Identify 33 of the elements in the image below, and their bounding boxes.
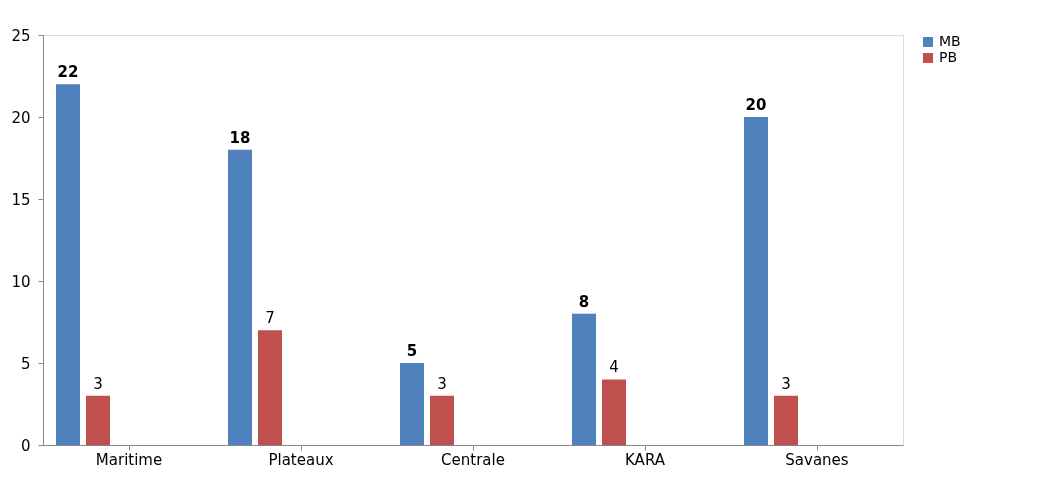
data-label: 7 xyxy=(265,309,275,328)
bar xyxy=(744,117,768,445)
bar xyxy=(774,395,798,445)
bar xyxy=(86,395,110,445)
data-label: 8 xyxy=(578,292,590,311)
bar xyxy=(602,379,626,445)
y-tick-label: 10 xyxy=(11,272,31,291)
y-tick-label: 15 xyxy=(11,190,31,209)
data-label: 3 xyxy=(781,374,791,393)
x-tick-label: Savanes xyxy=(785,450,849,469)
bar xyxy=(430,395,454,445)
x-tick-label: Centrale xyxy=(441,450,505,469)
y-tick-label: 5 xyxy=(20,354,31,373)
data-label: 5 xyxy=(406,342,418,360)
x-tick-label: Maritime xyxy=(95,450,163,469)
x-tick-label: Plateaux xyxy=(268,450,334,469)
x-tick-label: KARA xyxy=(625,450,666,469)
data-label: 3 xyxy=(437,374,447,393)
data-label: 3 xyxy=(93,374,103,393)
bar xyxy=(400,363,424,445)
legend-label: MB xyxy=(939,33,961,49)
bar xyxy=(258,330,282,445)
legend-label: PB xyxy=(939,49,958,65)
data-label: 4 xyxy=(609,358,619,377)
data-label: 22 xyxy=(57,63,79,82)
bar xyxy=(572,313,596,445)
y-tick-label: 25 xyxy=(11,26,31,45)
y-tick-label: 0 xyxy=(20,436,31,455)
y-tick-label: 20 xyxy=(11,108,31,127)
data-label: 18 xyxy=(229,128,251,147)
data-label: 20 xyxy=(745,96,767,114)
bar xyxy=(228,149,252,445)
bar xyxy=(56,84,80,445)
